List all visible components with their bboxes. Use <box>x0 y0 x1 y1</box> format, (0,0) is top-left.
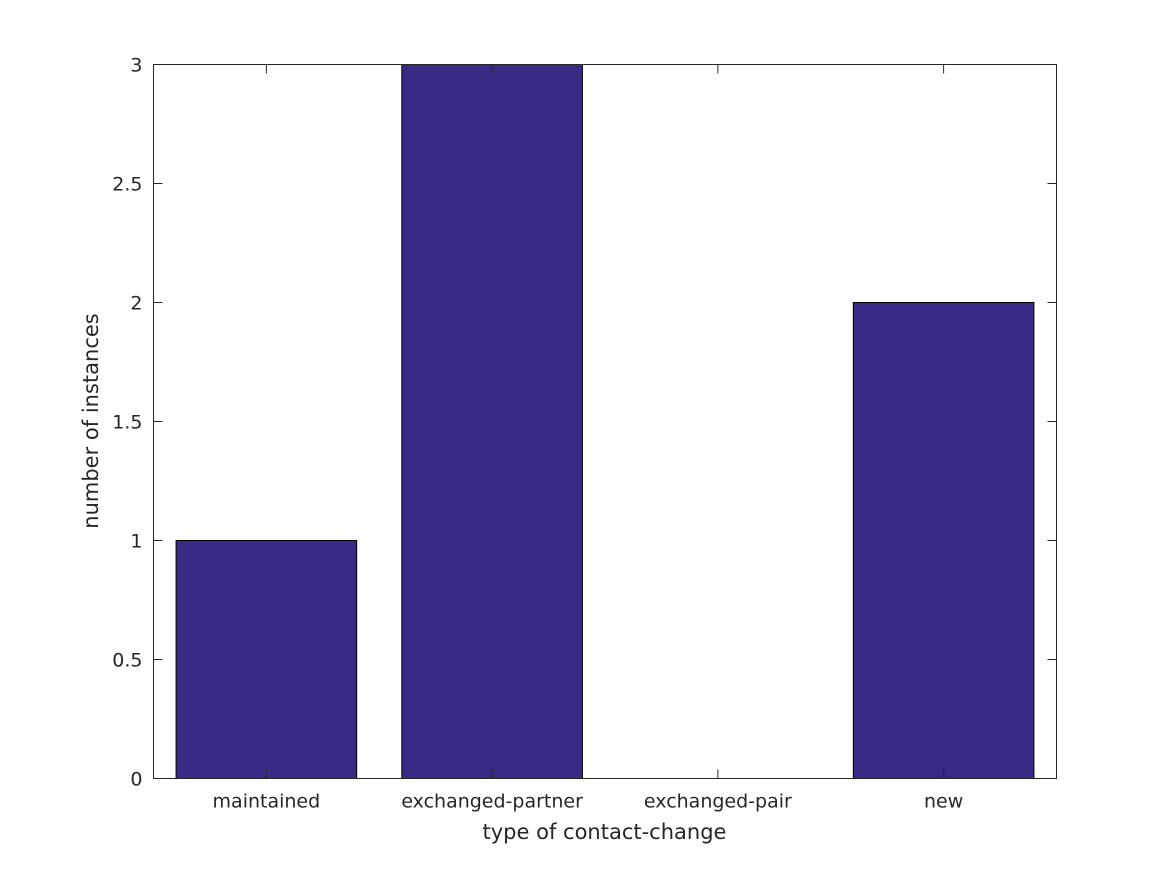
bar-exchanged-partner <box>401 64 583 779</box>
y-tick-label: 0.5 <box>112 650 142 672</box>
x-tick-label-maintained: maintained <box>213 791 321 813</box>
x-tick-label-new: new <box>924 791 963 813</box>
bar-maintained <box>175 540 358 779</box>
bars-group <box>175 64 1035 779</box>
y-tick-label: 1.5 <box>112 412 142 434</box>
x-axis-ticks: maintained exchanged-partner exchanged-pai… <box>213 64 963 813</box>
bar-new <box>852 302 1035 779</box>
x-tick-label-exchanged-pair: exchanged-pair <box>644 791 792 813</box>
y-axis-ticks: 0 0.5 1 1.5 2 2.5 3 <box>112 55 1057 791</box>
y-axis-title: number of instances <box>79 313 103 528</box>
x-axis-title: type of contact-change <box>483 820 727 844</box>
x-tick-label-exchanged-partner: exchanged-partner <box>401 791 583 813</box>
y-tick-label: 2.5 <box>112 174 142 196</box>
y-tick-label: 3 <box>130 55 142 77</box>
y-tick-label: 0 <box>130 769 142 791</box>
y-tick-label: 2 <box>130 293 142 315</box>
y-tick-label: 1 <box>130 531 142 553</box>
